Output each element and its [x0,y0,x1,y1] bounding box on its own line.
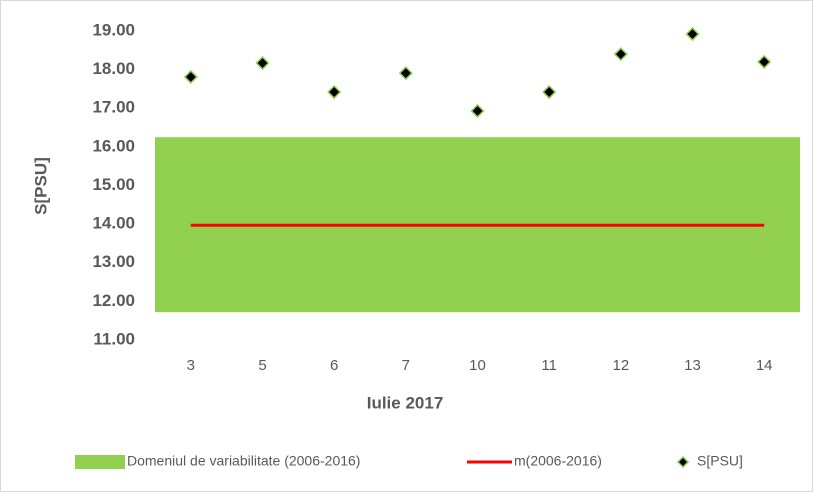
y-tick-label: 16.00 [92,136,135,155]
x-tick-label: 10 [469,357,486,374]
y-tick-label: 11.00 [93,329,135,348]
y-tick-label: 12.00 [92,291,135,310]
y-tick-label: 14.00 [92,214,135,233]
y-tick-label: 13.00 [92,252,135,271]
data-point [685,27,700,42]
y-axis-title: S[PSU] [31,157,50,215]
data-point [327,84,342,100]
legend-label: S[PSU] [697,453,743,469]
x-axis-title: Iulie 2017 [367,393,444,412]
legend-label: Domeniul de variabilitate (2006-2016) [127,453,360,469]
data-point [255,55,270,71]
data-point [470,103,485,119]
y-tick-label: 15.00 [92,175,135,194]
y-tick-label: 19.00 [92,20,135,39]
x-tick-label: 3 [187,357,195,374]
legend-label: m(2006-2016) [514,453,602,469]
x-tick-label: 11 [541,357,557,374]
x-tick-label: 13 [684,357,701,374]
legend-swatch [75,455,125,469]
x-tick-label: 7 [402,357,410,374]
data-point [613,47,628,62]
data-point [183,69,198,85]
data-point [398,66,413,81]
x-tick-label: 12 [612,357,629,374]
data-point [757,54,772,69]
data-point [542,84,557,100]
legend-swatch [676,455,690,469]
x-tick-label: 14 [756,357,773,374]
y-tick-label: 18.00 [92,59,135,78]
x-tick-label: 6 [330,357,338,374]
y-tick-label: 17.00 [92,98,135,117]
x-tick-label: 5 [258,357,266,374]
